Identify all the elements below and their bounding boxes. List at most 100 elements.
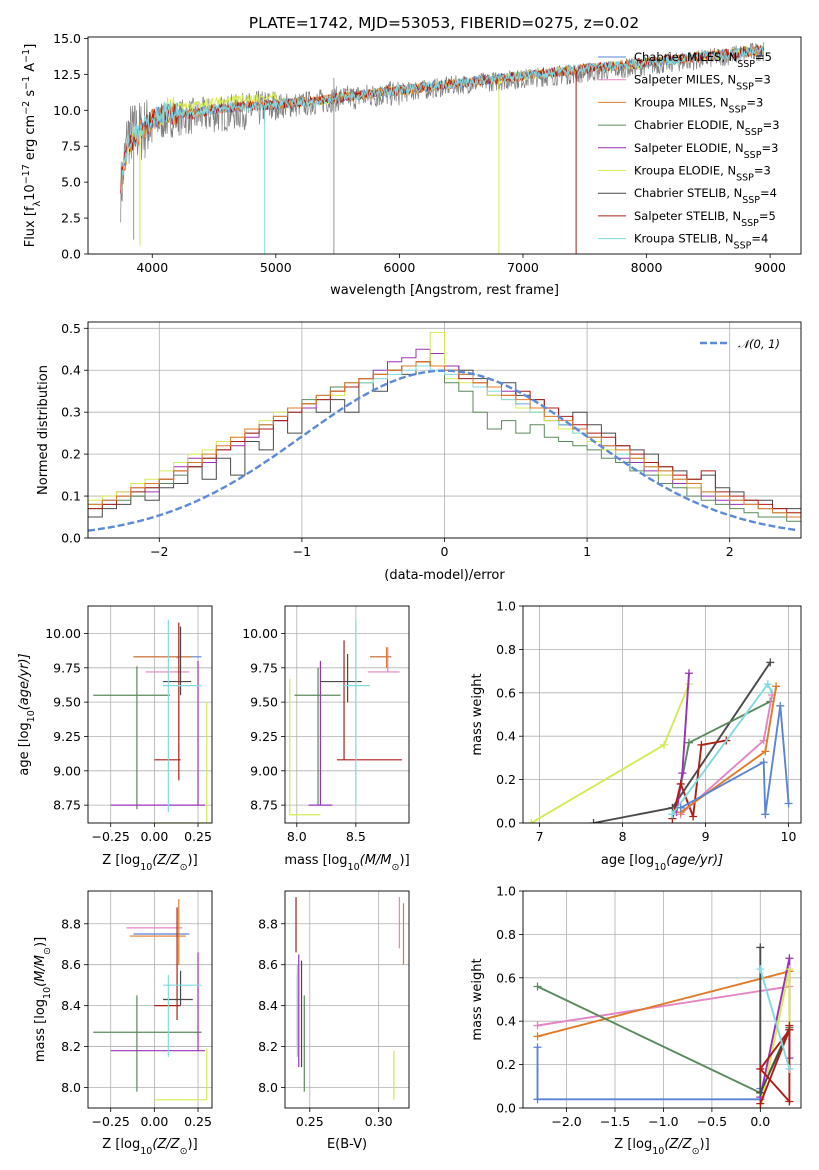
mass-weight-marker [761, 810, 770, 819]
mass-weight-line [537, 970, 790, 1038]
x-tick-label: 8.5 [346, 829, 366, 844]
x-axis-label-part: ⊙ [692, 1146, 700, 1157]
y-tick-label: 8.6 [61, 957, 81, 972]
y-tick-label: 8.4 [61, 998, 81, 1013]
x-tick-label: −1 [293, 544, 311, 559]
mass-weight-marker [763, 680, 772, 689]
y-tick-label: 9.00 [53, 763, 81, 778]
mass-weight-marker [756, 943, 765, 952]
weight-z-panel: −2.0 −1.5 −1.0 −0.5 0.0 0.0 0.2 0.4 0.6 0.8 1.0 Z [… [470, 884, 802, 1157]
histogram-step-line [88, 353, 801, 518]
x-tick-label: 1 [583, 544, 591, 559]
legend-label-part: Kroupa STELIB, N [634, 232, 734, 246]
mass-weight-marker [756, 1064, 765, 1073]
x-axis-label-part: (age/yr)] [666, 853, 723, 868]
x-tick-label: 0.0 [750, 1114, 770, 1129]
mass-weight-marker [533, 1095, 542, 1104]
legend-label-part: SSP [737, 59, 755, 70]
y-axis-label: mass weight [470, 958, 485, 1040]
legend-label-part: SSP [736, 81, 754, 92]
mass-weight-marker [784, 799, 793, 808]
x-axis-label: Z [log10(Z/Z⊙)] [102, 1137, 197, 1157]
mass-z-panel: −0.25 0.00 0.258.08.28.48.68.8Z [log10(Z/Z… [33, 890, 213, 1157]
x-axis-label-part: Z [log [614, 1137, 652, 1152]
figure-title: PLATE=1742, MJD=53053, FIBERID=0275, z=0… [249, 14, 639, 32]
x-tick-label: 0.25 [296, 1114, 324, 1129]
mass-weight-marker [678, 769, 687, 778]
x-axis-label-part: (M/M [360, 853, 392, 868]
x-tick-label: 6000 [383, 260, 415, 275]
mass-weight-marker [785, 1021, 794, 1030]
histogram-step-line [88, 365, 801, 518]
legend-label-part: =3 [746, 95, 763, 109]
x-axis-label: age [log10(age/yr)] [601, 853, 723, 873]
y-tick-label: 9.50 [53, 695, 81, 710]
mass-weight-marker [766, 658, 775, 667]
y-tick-label: 8.8 [258, 916, 278, 931]
y-tick-label: 8.4 [258, 998, 278, 1013]
y-tick-label: 10.0 [53, 103, 81, 118]
plot-area [533, 943, 794, 1108]
y-tick-label: 8.0 [61, 1080, 81, 1095]
legend-label-part: SSP [729, 104, 747, 115]
legend-label: Chabrier MILES, NSSP=5 [634, 50, 772, 70]
histogram-step-line [88, 361, 801, 522]
y-axis-label: mass weight [470, 673, 485, 755]
x-tick-label: 8 [619, 829, 627, 844]
mass-weight-marker [668, 810, 677, 819]
mass-weight-line [675, 700, 771, 808]
x-tick-label: −1.5 [600, 1114, 630, 1129]
y-tick-label: 0.1 [61, 489, 81, 504]
y-tick-label: 0.3 [61, 405, 81, 420]
axes-frame [284, 605, 410, 824]
x-axis-label-part: (Z/Z [152, 853, 180, 868]
x-tick-label: 7 [536, 829, 544, 844]
legend-label: Chabrier ELODIE, NSSP=3 [634, 118, 780, 138]
x-axis-label: (data-model)/error [384, 568, 505, 583]
y-tick-label: 1.0 [496, 599, 516, 614]
x-axis-label: wavelength [Angstrom, rest frame] [330, 283, 559, 298]
y-tick-label: 0.4 [61, 363, 81, 378]
y-tick-label: 0.0 [496, 816, 516, 831]
legend-label-part: Salpeter ELODIE, N [634, 141, 744, 155]
y-axis-label-part: 10 [23, 184, 38, 201]
y-axis-label-part: −2 [21, 101, 32, 115]
x-tick-label: 5000 [260, 260, 292, 275]
mass-weight-marker [761, 747, 770, 756]
y-axis-label-part: λ [32, 200, 43, 206]
x-axis-label-part: 10 [654, 862, 666, 873]
mass-weight-marker [772, 682, 781, 691]
axes-frame [522, 890, 802, 1109]
x-tick-label: 0.25 [184, 829, 212, 844]
y-tick-label: 0.2 [496, 1057, 516, 1072]
plot-area [93, 619, 208, 823]
x-axis-label-part: 10 [652, 1146, 664, 1157]
mass-weight-line [530, 683, 690, 823]
mass-weight-line [593, 661, 772, 823]
mass-ebv-panel: 0.25 0.30 8.0 8.2 8.4 8.6 8.8 E(B-V) [258, 890, 410, 1152]
y-tick-label: 0.6 [496, 685, 516, 700]
y-axis-label-part: Flux [f [23, 206, 38, 247]
x-axis-label-part: ⊙ [180, 1146, 188, 1157]
legend-label: Kroupa ELODIE, NSSP=3 [634, 164, 771, 184]
y-axis-label: Normed distribution [36, 365, 51, 495]
axes-frame [87, 321, 802, 539]
x-tick-label: 0.00 [140, 829, 168, 844]
mass-weight-marker [533, 1032, 542, 1041]
legend-label: Salpeter ELODIE, NSSP=3 [634, 141, 778, 161]
residuals-panel: −2 −1 0 1 2 0.0 0.1 0.2 0.3 0.4 0.5 𝒩(0, 1) (data-mo… [36, 321, 802, 583]
x-axis-label: E(B-V) [327, 1137, 367, 1152]
legend-label-normal: 𝒩(0, 1) [738, 337, 780, 351]
x-tick-label: −2.0 [551, 1114, 581, 1129]
x-axis-label-part: 10 [348, 862, 360, 873]
x-tick-label: 7000 [507, 260, 539, 275]
x-tick-label: −1.0 [648, 1114, 678, 1129]
legend-label-part: Salpeter MILES, N [634, 73, 736, 87]
mass-weight-marker [756, 1099, 765, 1108]
y-tick-label: 0.4 [496, 729, 516, 744]
y-axis-label-part: (M/M [33, 955, 48, 987]
y-tick-label: 8.0 [258, 1080, 278, 1095]
x-axis-label-part: (Z/Z [664, 1137, 692, 1152]
y-axis-label-part: erg cm [23, 115, 38, 164]
